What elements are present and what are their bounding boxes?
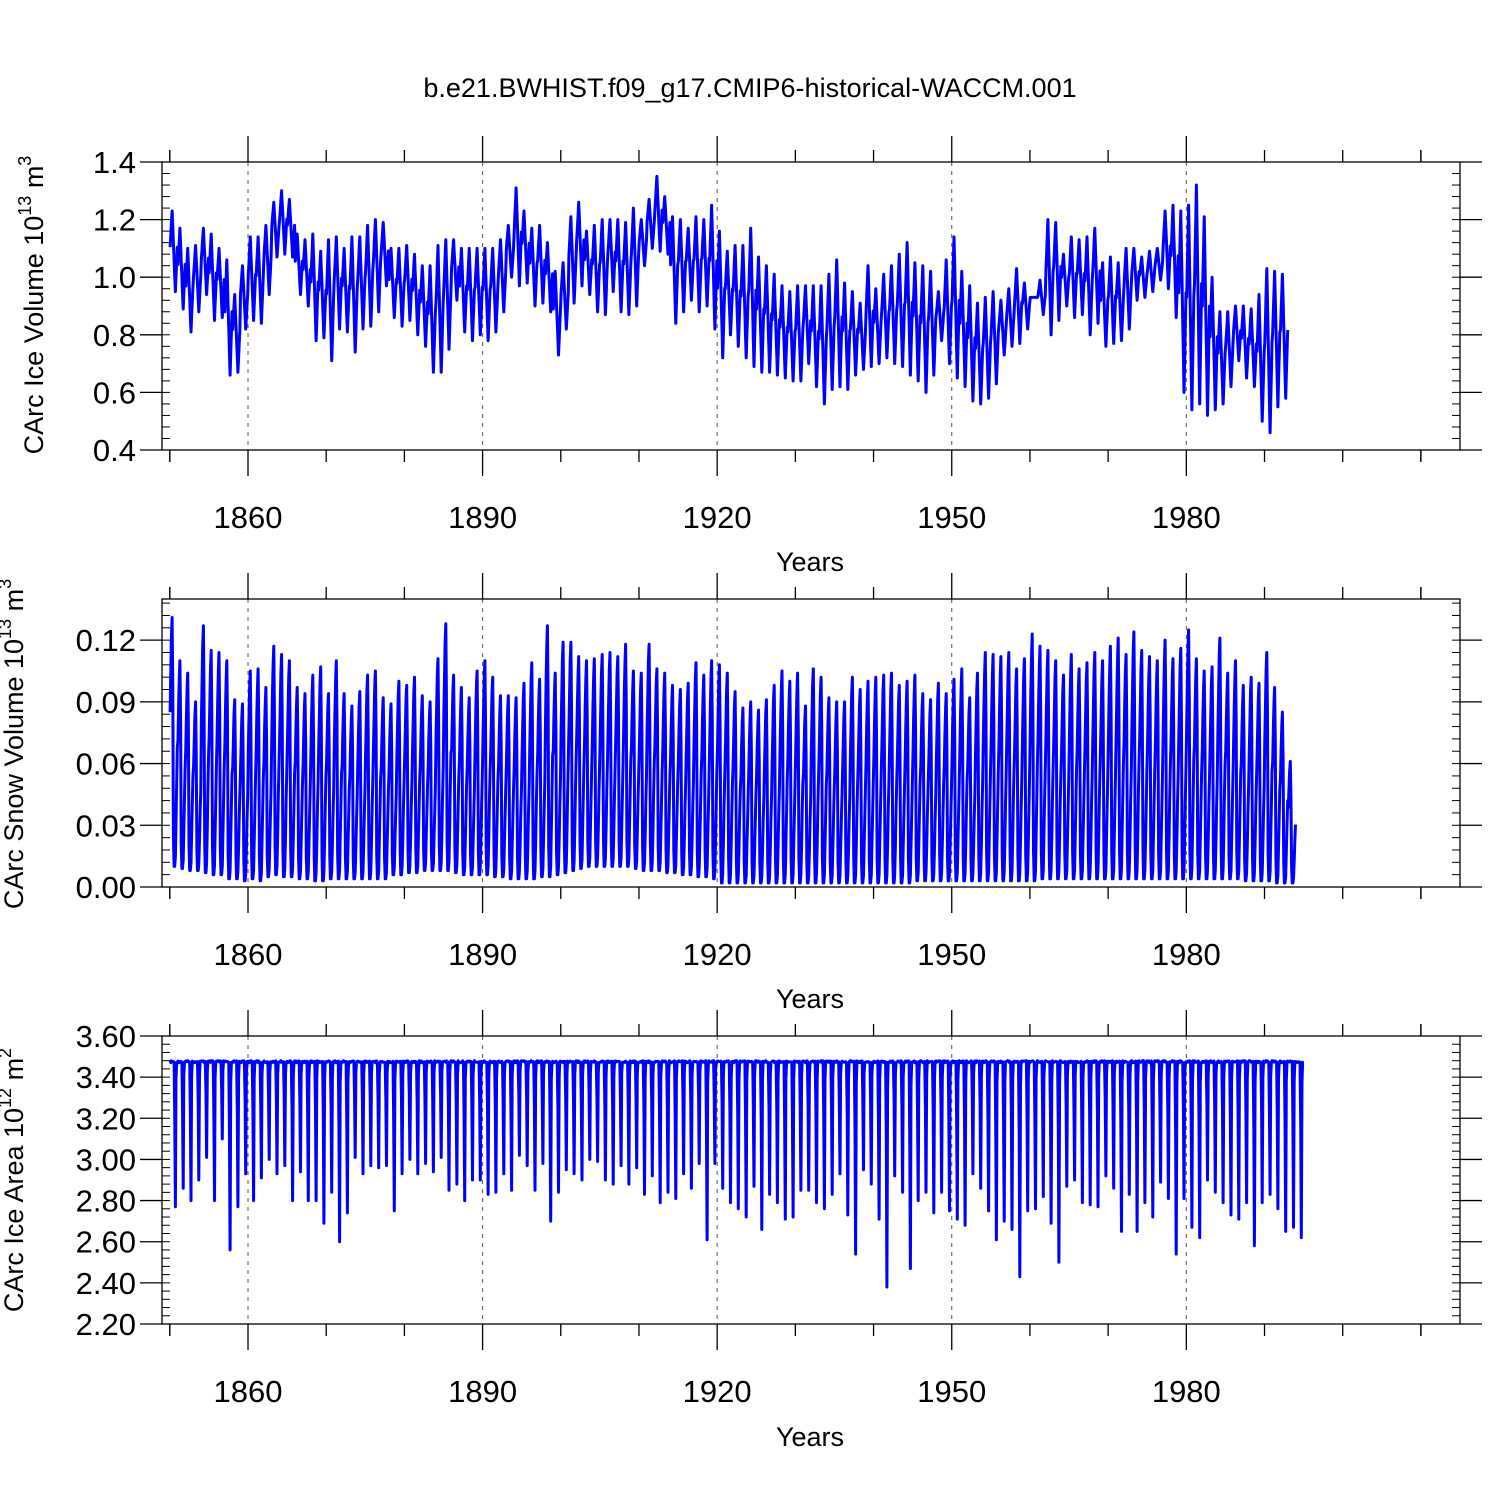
y-tick-label: 3.00 (76, 1142, 136, 1177)
y-tick-label: 0.6 (93, 375, 136, 410)
x-tick-label: 1980 (1152, 500, 1221, 535)
y-tick-label: 2.20 (76, 1307, 136, 1342)
xlabel-ice-volume: Years (776, 547, 844, 577)
y-tick-label: 0.09 (76, 685, 136, 720)
y-tick-label: 0.12 (76, 623, 136, 658)
y-tick-label: 2.60 (76, 1225, 136, 1260)
xlabel-snow-volume: Years (776, 984, 844, 1014)
y-tick-label: 2.40 (76, 1266, 136, 1301)
figure-title: b.e21.BWHIST.f09_g17.CMIP6-historical-WA… (423, 73, 1076, 103)
data-line-snow-volume (168, 616, 1297, 885)
y-tick-label: 1.4 (93, 145, 136, 180)
x-tick-label: 1920 (683, 1374, 752, 1409)
x-tick-label: 1860 (214, 500, 283, 535)
x-tick-label: 1890 (448, 1374, 517, 1409)
x-tick-label: 1920 (683, 937, 752, 972)
x-tick-label: 1950 (917, 500, 986, 535)
y-tick-label: 1.0 (93, 260, 136, 295)
y-tick-label: 0.8 (93, 318, 136, 353)
x-tick-label: 1950 (917, 1374, 986, 1409)
data-line-ice-volume (168, 174, 1290, 435)
x-tick-label: 1950 (917, 937, 986, 972)
plot-frame (161, 1035, 1461, 1325)
y-tick-label: 0.06 (76, 747, 136, 782)
ylabel-ice-area: CArc Ice Area 1012 m2 (0, 1048, 29, 1312)
xlabel-ice-area: Years (776, 1422, 844, 1452)
panel-ice-volume: 0.4 0.6 0.8 1.0 1.2 1.4 1860 1890 1920 1950 1980 C… (15, 136, 1482, 577)
y-tick-label: 0.00 (76, 870, 136, 905)
x-tick-label: 1860 (214, 1374, 283, 1409)
ylabel-snow-volume: CArc Snow Volume 1013 m3 (0, 579, 29, 909)
x-tick-label: 1860 (214, 937, 283, 972)
x-tick-label: 1980 (1152, 1374, 1221, 1409)
panel-ice-area: 2.20 2.40 2.60 2.80 3.00 3.20 3.40 3.60 1860 1890… (0, 1010, 1482, 1452)
y-tick-label: 3.40 (76, 1060, 136, 1095)
axes-ice-area: 2.20 2.40 2.60 2.80 3.00 3.20 3.40 3.60 1860 1890… (76, 1010, 1482, 1409)
y-tick-label: 3.20 (76, 1101, 136, 1136)
y-tick-label: 1.2 (93, 203, 136, 238)
panel-snow-volume: 0.00 0.03 0.06 0.09 0.12 1860 1890 1920 1950 1980… (0, 573, 1482, 1014)
x-tick-label: 1890 (448, 937, 517, 972)
axes-ice-volume: 0.4 0.6 0.8 1.0 1.2 1.4 1860 1890 1920 1950 1980 (93, 136, 1482, 535)
y-tick-label: 0.4 (93, 433, 136, 468)
data-line-ice-area (168, 1059, 1305, 1289)
x-tick-label: 1890 (448, 500, 517, 535)
plot-frame (161, 598, 1461, 888)
x-tick-label: 1920 (683, 500, 752, 535)
x-tick-label: 1980 (1152, 937, 1221, 972)
y-tick-label: 0.03 (76, 808, 136, 843)
y-tick-label: 2.80 (76, 1184, 136, 1219)
plot-frame (161, 161, 1461, 451)
ylabel-ice-volume: CArc Ice Volume 1013 m3 (15, 156, 49, 455)
y-tick-label: 3.60 (76, 1019, 136, 1054)
